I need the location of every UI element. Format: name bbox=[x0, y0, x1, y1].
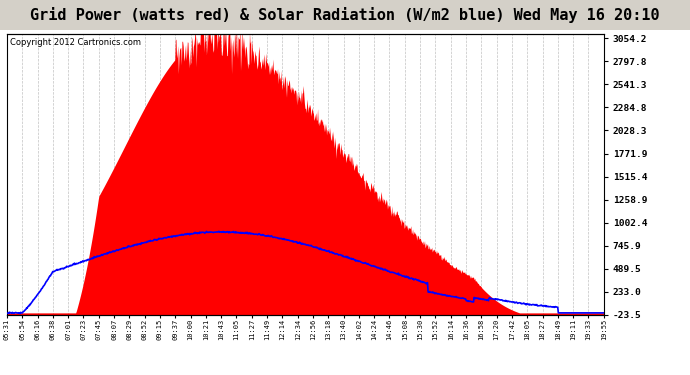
Text: Copyright 2012 Cartronics.com: Copyright 2012 Cartronics.com bbox=[10, 38, 141, 47]
Text: Grid Power (watts red) & Solar Radiation (W/m2 blue) Wed May 16 20:10: Grid Power (watts red) & Solar Radiation… bbox=[30, 7, 660, 23]
